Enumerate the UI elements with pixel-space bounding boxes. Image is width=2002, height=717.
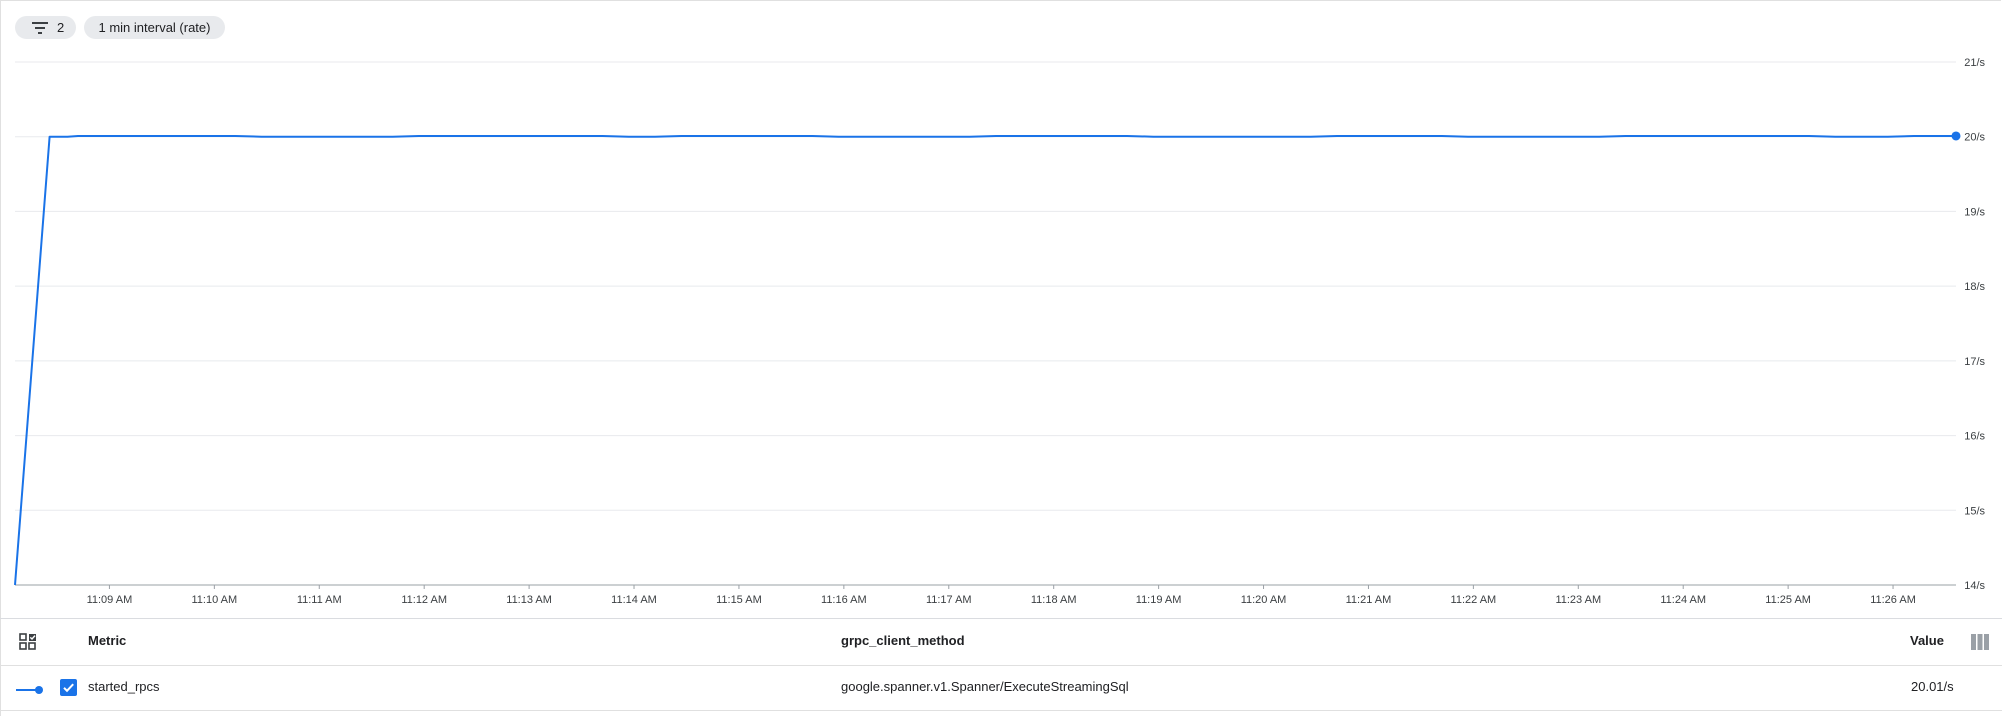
column-settings-icon[interactable]: [1971, 634, 1989, 650]
chart-grid: [15, 61, 1956, 586]
x-tick-label: 11:14 AM: [611, 594, 657, 606]
x-tick-label: 11:25 AM: [1765, 594, 1811, 606]
x-tick-label: 11:11 AM: [297, 594, 342, 606]
x-tick-label: 11:15 AM: [716, 594, 762, 606]
line-chart[interactable]: 14/s 15/s 16/s 17/s 18/s 19/s 20/s 21/s 11:09 A…: [0, 0, 2002, 615]
x-tick-label: 11:18 AM: [1031, 594, 1077, 606]
x-tick-label: 11:24 AM: [1660, 594, 1706, 606]
y-tick-label: 21/s: [1964, 57, 1985, 69]
y-axis: 14/s 15/s 16/s 17/s 18/s 19/s 20/s 21/s: [1964, 57, 1985, 592]
interval-chip[interactable]: 1 min interval (rate): [84, 16, 225, 39]
x-tick-label: 11:13 AM: [506, 594, 552, 606]
x-tick-label: 11:20 AM: [1241, 594, 1287, 606]
x-axis: 11:09 AM 11:10 AM 11:11 AM 11:12 AM 11:13 AM…: [87, 585, 1916, 606]
y-tick-label: 18/s: [1964, 281, 1985, 293]
x-tick-label: 11:26 AM: [1870, 594, 1916, 606]
value-column-header[interactable]: Value: [1910, 633, 1944, 648]
y-tick-label: 15/s: [1964, 505, 1985, 517]
filter-chip[interactable]: 2: [15, 16, 76, 39]
method-column-header[interactable]: grpc_client_method: [841, 633, 965, 648]
x-tick-label: 11:23 AM: [1555, 594, 1601, 606]
x-tick-label: 11:17 AM: [926, 594, 972, 606]
x-tick-label: 11:21 AM: [1346, 594, 1392, 606]
y-tick-label: 19/s: [1964, 206, 1985, 218]
row-divider-bottom: [0, 710, 2002, 711]
plot-area: [14, 131, 1961, 586]
value-cell: 20.01/s: [1911, 679, 1954, 694]
x-tick-label: 11:09 AM: [87, 594, 133, 606]
metric-cell: started_rpcs: [88, 679, 160, 694]
series-legend-icon: [16, 686, 43, 694]
table-divider: [0, 618, 2002, 619]
series-endpoint[interactable]: [1951, 131, 1961, 141]
x-tick-label: 11:19 AM: [1136, 594, 1182, 606]
x-tick-label: 11:16 AM: [821, 594, 867, 606]
interval-label: 1 min interval (rate): [98, 20, 211, 35]
method-cell: google.spanner.v1.Spanner/ExecuteStreami…: [841, 679, 1129, 694]
x-tick-label: 11:12 AM: [401, 594, 447, 606]
filter-icon: [32, 21, 48, 34]
series-checkbox[interactable]: [60, 679, 77, 696]
y-tick-label: 20/s: [1964, 132, 1985, 144]
x-tick-label: 11:22 AM: [1451, 594, 1497, 606]
x-tick-label: 11:10 AM: [192, 594, 238, 606]
select-series-icon[interactable]: [19, 633, 37, 651]
y-tick-label: 16/s: [1964, 431, 1985, 443]
series-line[interactable]: [14, 135, 1956, 586]
row-divider: [0, 665, 2002, 666]
filter-count: 2: [57, 20, 65, 35]
y-tick-label: 17/s: [1964, 356, 1985, 368]
y-tick-label: 14/s: [1964, 580, 1985, 592]
metric-column-header[interactable]: Metric: [88, 633, 127, 648]
check-icon: [63, 683, 74, 693]
